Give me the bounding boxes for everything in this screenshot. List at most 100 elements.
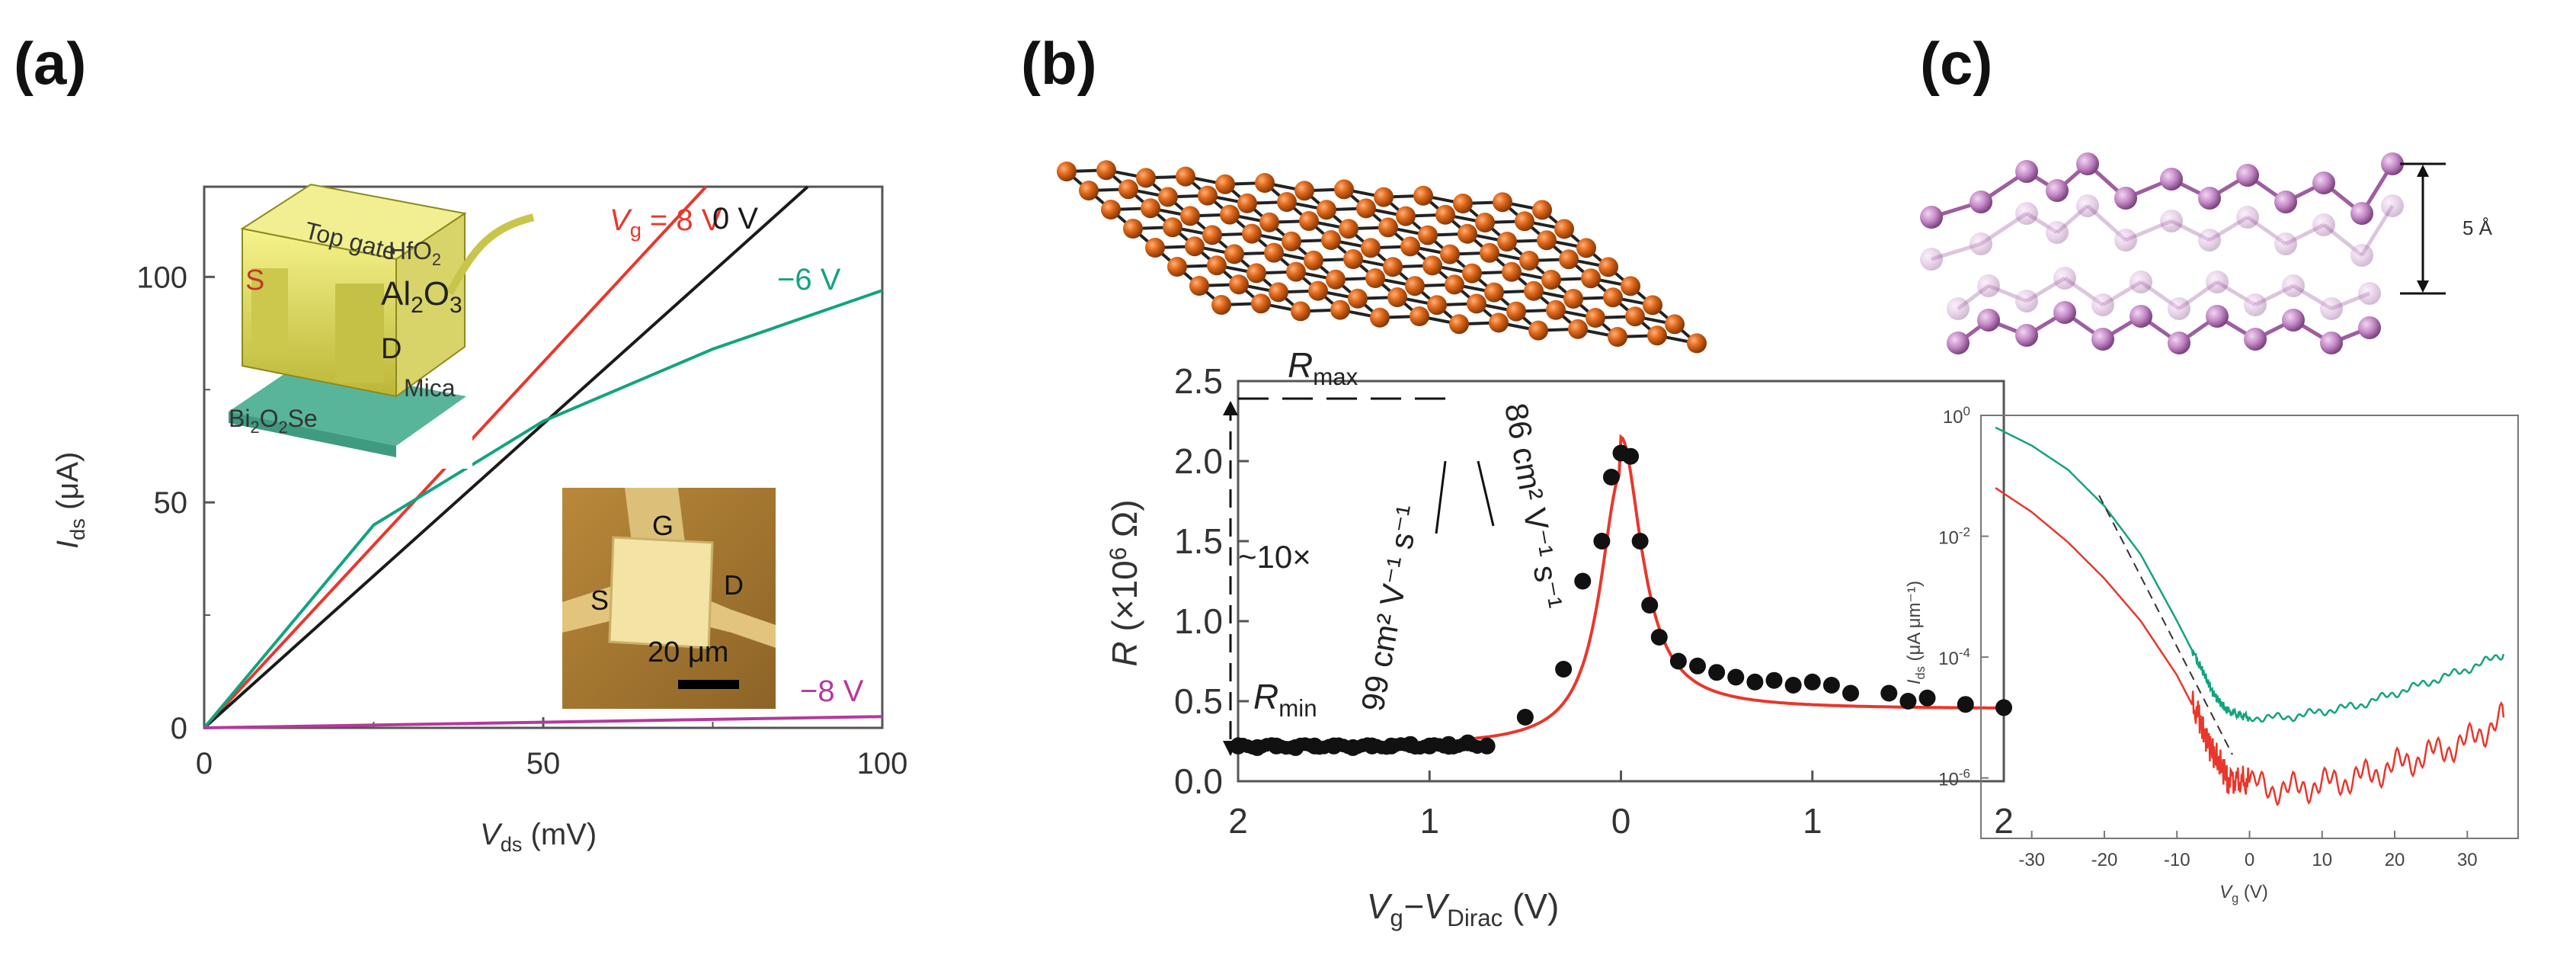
- lattice-atom: [1215, 174, 1235, 194]
- lattice-atom: [1489, 312, 1509, 333]
- bottom-layer-atom: [1977, 309, 2000, 332]
- layered-structure-illustration: [1920, 152, 2404, 354]
- lattice-atom: [1269, 282, 1288, 303]
- lattice-atom: [1304, 250, 1323, 271]
- lattice-atom: [1519, 251, 1539, 271]
- bottom-layer-back-atom: [2358, 282, 2381, 305]
- series-line-3: [203, 715, 883, 729]
- bottom-layer-back-atom: [2320, 297, 2343, 320]
- lattice-atom: [1185, 236, 1205, 257]
- top-layer-back-atom: [2274, 232, 2297, 255]
- lattice-atom: [1118, 179, 1138, 200]
- lattice-atom: [1502, 261, 1522, 282]
- lattice-atom: [1387, 287, 1407, 307]
- y-tick-label: 2.5: [1174, 361, 1223, 401]
- data-point: [1746, 673, 1764, 691]
- data-point: [1842, 684, 1859, 702]
- top-layer-back-atom: [1920, 248, 1943, 271]
- lattice-atom: [1621, 276, 1640, 296]
- mobility-right-label: 86 cm² V⁻¹ s⁻¹: [1498, 400, 1570, 611]
- panel-b-label: (b): [1021, 30, 1097, 97]
- bottom-layer-back-atom: [2053, 267, 2076, 290]
- data-point: [1602, 469, 1620, 486]
- micrograph-scale-bar: [678, 680, 739, 689]
- lattice-atom: [1282, 231, 1301, 252]
- inset-source-label: S: [245, 264, 264, 296]
- lattice-atom: [1096, 160, 1116, 181]
- top-layer-atom: [2350, 202, 2373, 225]
- top-layer-back-atom: [2076, 194, 2099, 217]
- lattice-atom: [1453, 194, 1473, 213]
- y-tick-label: 10-4: [1938, 646, 1970, 669]
- data-point: [1957, 696, 1974, 713]
- bottom-layer-atom: [2320, 332, 2343, 354]
- mobility-left-label: 99 cm² V⁻¹ s⁻¹: [1355, 503, 1426, 714]
- lattice-atom: [1141, 198, 1160, 219]
- lattice-atom: [1163, 217, 1182, 238]
- lattice-illustration: [1057, 160, 1707, 354]
- panel-c-axes: [1980, 415, 2519, 839]
- lattice-atom: [1299, 211, 1319, 231]
- bottom-layer-atom: [2358, 316, 2381, 339]
- micrograph-inset: G S D 20 μm: [562, 488, 776, 709]
- lattice-atom: [1294, 181, 1314, 201]
- panel-b-points: [1230, 444, 2012, 756]
- data-point: [1593, 533, 1611, 550]
- bottom-layer-atom: [2282, 309, 2305, 332]
- lattice-atom: [1484, 282, 1504, 303]
- lattice-atom: [1445, 274, 1464, 295]
- lattice-atom: [1251, 293, 1271, 314]
- lattice-atom: [1462, 263, 1482, 284]
- y-tick-label: 10-6: [1938, 767, 1970, 790]
- lattice-atom: [1449, 314, 1469, 335]
- top-layer-back-atom: [2015, 202, 2038, 225]
- lattice-atom: [1559, 249, 1579, 270]
- y-tick-label: 1.5: [1174, 521, 1223, 561]
- lattice-atom: [1608, 327, 1627, 347]
- lattice-atom: [1625, 306, 1645, 327]
- lattice-atom: [1458, 223, 1477, 244]
- lattice-atom: [1383, 257, 1403, 277]
- y-tick-label: 10-2: [1938, 525, 1970, 549]
- lattice-atom: [1246, 263, 1266, 284]
- lattice-atom: [1356, 198, 1376, 219]
- top-layer-atom: [2015, 160, 2038, 183]
- lattice-atom: [1493, 192, 1512, 213]
- lattice-atom: [1665, 314, 1685, 335]
- lattice-atom: [1330, 300, 1350, 320]
- lattice-atom: [1202, 225, 1222, 245]
- top-layer-back-atom: [2236, 206, 2259, 229]
- lattice-atom: [1378, 217, 1398, 238]
- y-tick-label: 50: [154, 486, 188, 520]
- top-layer-atom: [2076, 152, 2099, 175]
- top-layer-atom: [1970, 191, 1992, 213]
- lattice-atom: [1264, 242, 1284, 263]
- lattice-atom: [1136, 168, 1156, 188]
- data-point: [1880, 684, 1898, 702]
- x-tick-label: 0: [1611, 801, 1631, 841]
- lattice-atom: [1180, 206, 1200, 226]
- panel-a-xlabel: Vds (mV): [480, 818, 597, 856]
- panel-b-ticks: 2 1 0 1 20.00.51.01.52.02.5: [1174, 361, 2014, 841]
- series-line-red: [1995, 487, 2505, 806]
- lattice-atom: [1532, 200, 1552, 220]
- data-point: [1650, 629, 1668, 646]
- lattice-atom: [1405, 276, 1425, 296]
- bottom-layer-atom: [2206, 305, 2229, 328]
- lattice-atom: [1189, 276, 1209, 296]
- lattice-atom: [1101, 200, 1121, 220]
- lattice-atom: [1361, 238, 1381, 258]
- x-tick-label: 100: [857, 747, 908, 780]
- data-point: [1689, 657, 1706, 675]
- lattice-atom: [1554, 219, 1574, 239]
- lattice-atom: [1413, 185, 1433, 206]
- x-tick-label: 50: [526, 747, 561, 780]
- lattice-atom: [1343, 249, 1363, 269]
- lattice-atom: [1255, 173, 1275, 193]
- lattice-atom: [1598, 257, 1618, 277]
- data-point: [1516, 709, 1534, 726]
- lattice-atom: [1308, 280, 1328, 301]
- y-tick-label: 0.0: [1174, 761, 1223, 801]
